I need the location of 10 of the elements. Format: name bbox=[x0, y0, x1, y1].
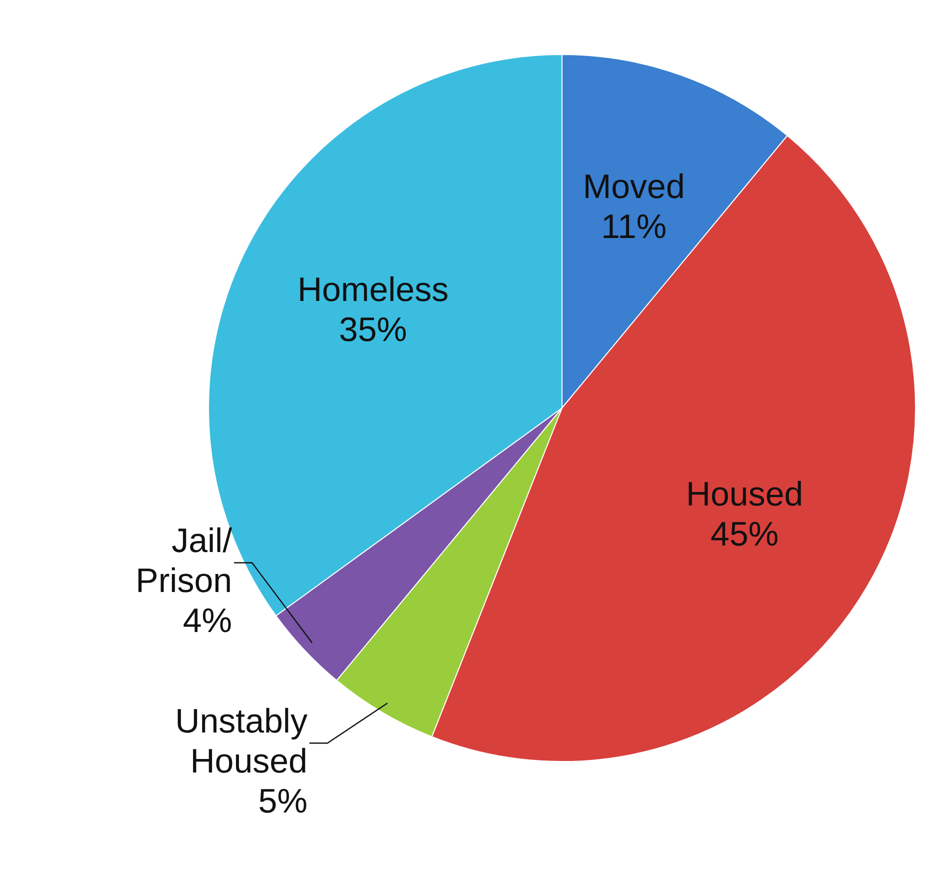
data-label: 4% bbox=[182, 602, 232, 640]
slice-label: Housed bbox=[686, 475, 804, 514]
slice-label: Unstably Housed bbox=[175, 702, 308, 781]
data-label: 45% bbox=[710, 515, 779, 554]
data-label: 5% bbox=[258, 782, 308, 821]
slice-label: Jail/ Prison bbox=[136, 522, 233, 600]
data-label: 11% bbox=[601, 208, 667, 246]
data-label: 35% bbox=[338, 311, 408, 350]
slice-label: Homeless bbox=[297, 271, 449, 310]
slice-label: Moved bbox=[582, 168, 685, 206]
